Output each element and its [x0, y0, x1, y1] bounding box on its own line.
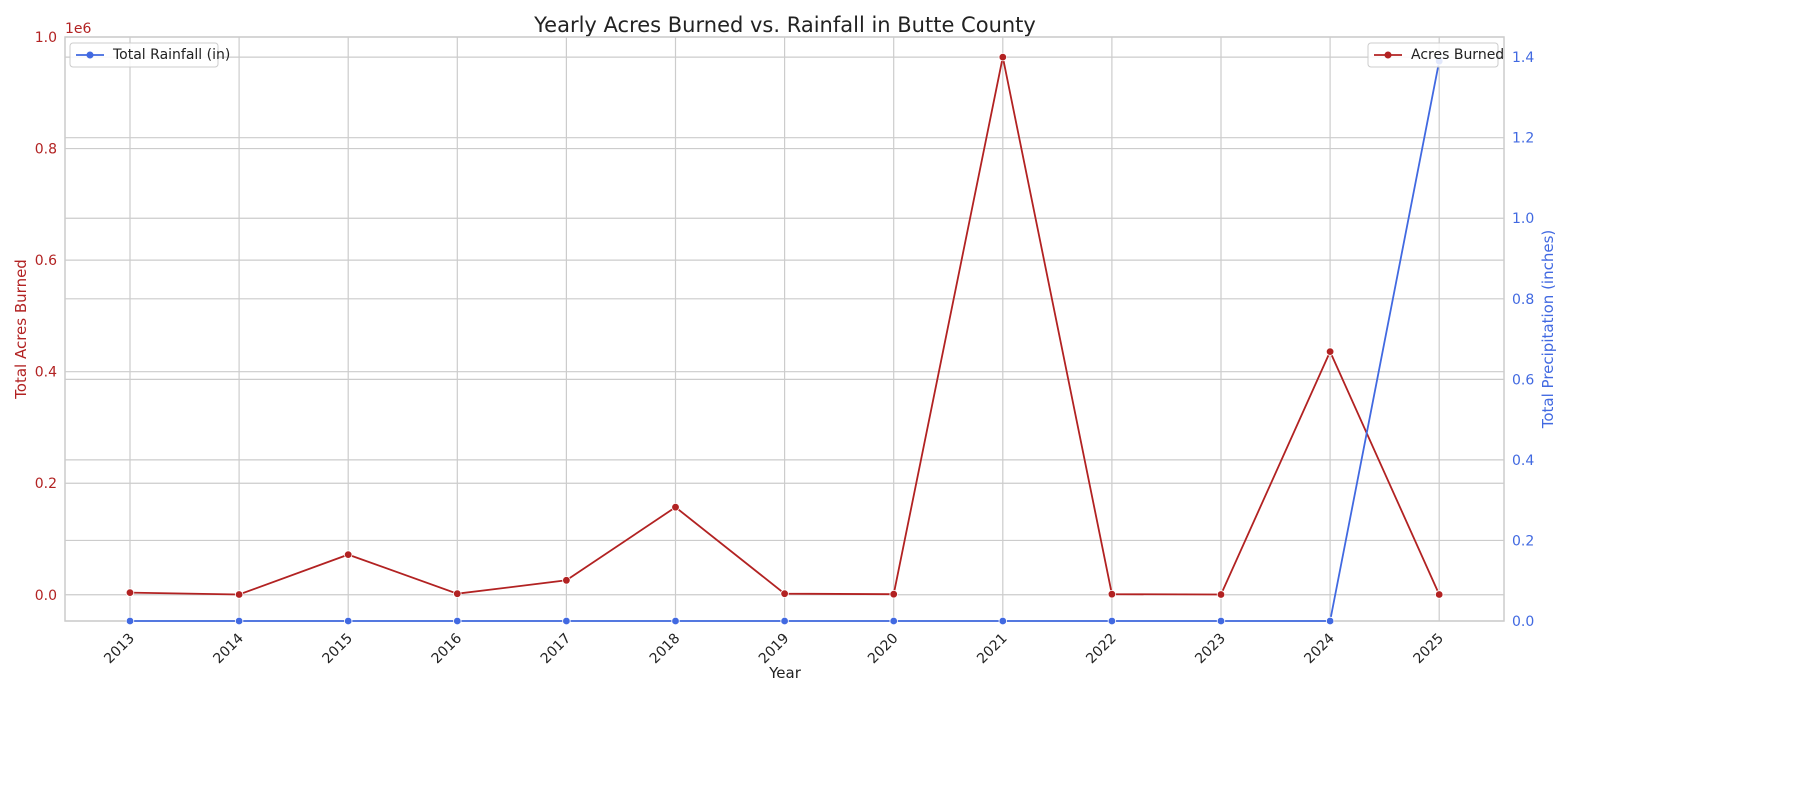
right-y-gridlines — [65, 56, 1504, 622]
acres-burned-point — [562, 576, 571, 585]
right-y-tick-label: 1.2 — [1512, 131, 1534, 147]
total-rainfall-point — [562, 616, 571, 626]
x-tick-label: 2025 — [1411, 631, 1448, 668]
total-rainfall-point — [1216, 616, 1226, 626]
series-layer — [125, 52, 1444, 626]
x-tick-label: 2014 — [210, 630, 247, 667]
right-y-tick-label: 0.4 — [1512, 453, 1534, 469]
total-rainfall-point — [671, 616, 680, 626]
right-legend: Acres Burned — [1367, 42, 1504, 68]
right-legend-label: Acres Burned — [1411, 47, 1504, 63]
total-rainfall-point — [889, 616, 898, 626]
right-y-tick-label: 0.8 — [1512, 292, 1534, 308]
left-y-tick-label: 0.8 — [35, 142, 57, 158]
left-legend-box — [69, 42, 219, 68]
right-legend-marker — [1384, 51, 1392, 59]
acres-burned-point — [671, 503, 680, 512]
x-tick-label: 2016 — [429, 630, 466, 667]
left-y-ticks: 0.0 0.2 0.4 0.6 0.8 1.0 — [35, 30, 57, 604]
acres-burned-point — [234, 590, 244, 599]
x-ticks: 2013 2014 2015 2016 2017 2018 2019 2020 2021 2022… — [101, 630, 1447, 667]
total-rainfall-point — [780, 616, 789, 626]
acres-burned-point — [1434, 590, 1444, 599]
acres-burned-point — [1216, 590, 1226, 599]
left-y-offset-label: 1e6 — [65, 21, 92, 37]
acres-burned-point — [998, 52, 1007, 62]
right-y-tick-label: 1.4 — [1512, 50, 1534, 66]
left-y-tick-label: 0.4 — [35, 365, 57, 381]
right-legend-box — [1367, 42, 1499, 68]
acres-burned-point — [1325, 347, 1335, 356]
x-axis-label: Year — [768, 664, 802, 682]
total-rainfall-point — [1325, 616, 1335, 626]
x-tick-label: 2024 — [1301, 630, 1338, 667]
left-legend-label: Total Rainfall (in) — [112, 47, 230, 63]
acres-burned-point — [344, 550, 353, 559]
acres-burned-point — [125, 588, 135, 597]
x-tick-label: 2013 — [101, 631, 138, 668]
acres-burned-point — [889, 590, 898, 599]
left-y-tick-label: 1.0 — [35, 30, 57, 46]
right-y-tick-label: 0.2 — [1512, 533, 1534, 549]
right-y-tick-label: 1.0 — [1512, 211, 1534, 227]
right-y-ticks: 0.0 0.2 0.4 0.6 0.8 1.0 1.2 1.4 — [1512, 50, 1534, 630]
total-rainfall-point — [344, 616, 353, 626]
x-tick-label: 2019 — [756, 631, 793, 668]
left-y-tick-label: 0.2 — [35, 476, 57, 492]
left-legend-marker — [86, 51, 94, 59]
x-tick-label: 2023 — [1192, 631, 1229, 668]
acres-burned-point — [453, 589, 462, 598]
x-tick-label: 2021 — [974, 631, 1011, 668]
x-tick-label: 2018 — [647, 631, 684, 668]
left-legend: Total Rainfall (in) — [69, 42, 230, 68]
right-y-axis-label: Total Precipitation (inches) — [1539, 230, 1557, 430]
total-rainfall-point — [998, 616, 1007, 626]
x-tick-label: 2020 — [865, 631, 902, 668]
left-y-axis-label: Total Acres Burned — [12, 259, 30, 400]
chart-title: Yearly Acres Burned vs. Rainfall in Butt… — [533, 13, 1036, 37]
right-y-tick-label: 0.6 — [1512, 372, 1534, 388]
left-y-tick-label: 0.0 — [35, 588, 57, 604]
acres-burned-point — [780, 589, 789, 598]
x-tick-label: 2022 — [1083, 631, 1120, 668]
right-y-tick-label: 0.0 — [1512, 614, 1534, 630]
left-y-tick-label: 0.6 — [35, 253, 57, 269]
total-rainfall-point — [125, 616, 135, 626]
total-rainfall-point — [453, 616, 462, 626]
total-rainfall-point — [234, 616, 244, 626]
x-tick-label: 2015 — [320, 631, 357, 668]
x-tick-label: 2017 — [538, 631, 575, 668]
acres-burned-point — [1107, 590, 1117, 599]
total-rainfall-point — [1107, 616, 1117, 626]
x-gridlines — [129, 37, 1440, 621]
